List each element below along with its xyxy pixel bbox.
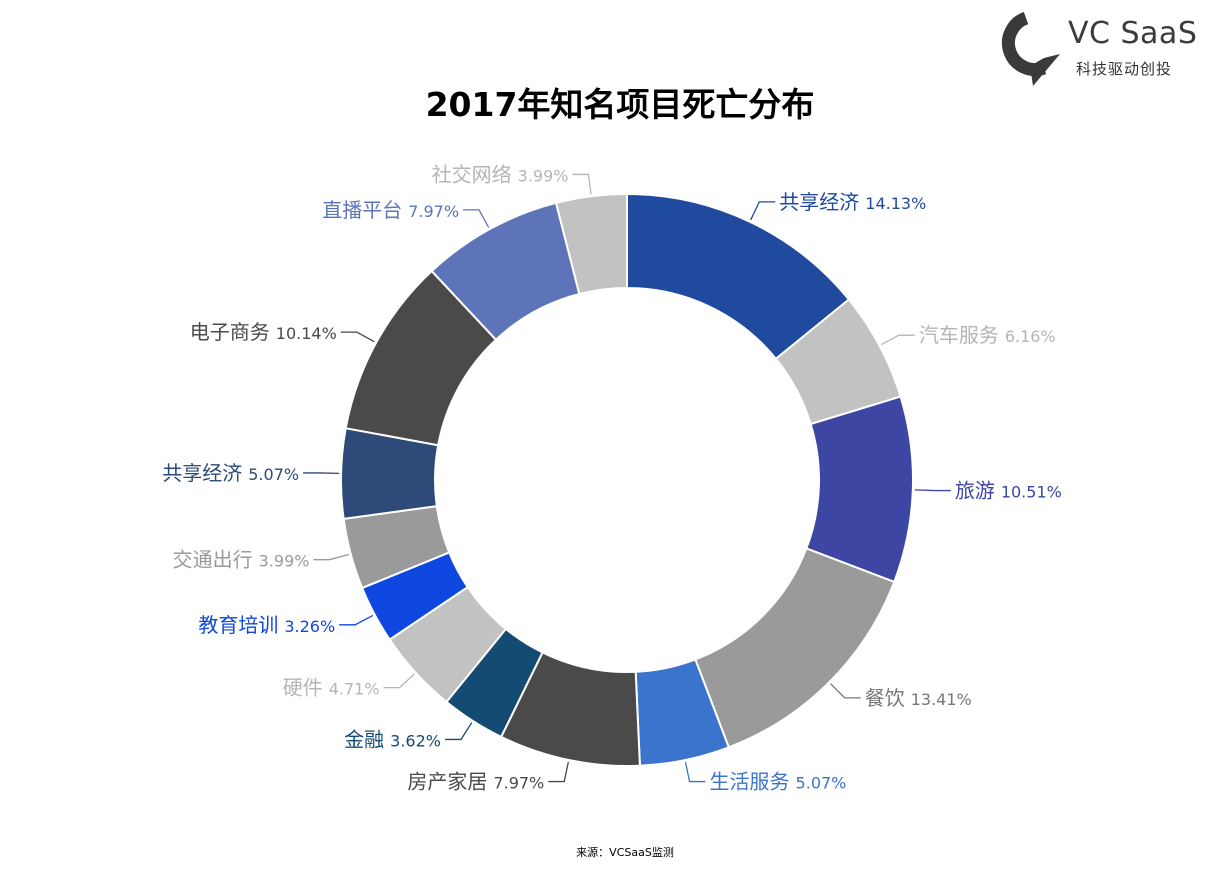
- slice-label-13: 社交网络 3.99%: [432, 162, 569, 186]
- leader-line-13: [572, 173, 592, 195]
- slice-label-value-6: 3.62%: [390, 731, 441, 750]
- slice-label-name-1: 汽车服务: [919, 323, 999, 347]
- slice-label-name-8: 教育培训: [198, 613, 278, 637]
- leader-line-2: [914, 489, 951, 492]
- slice-label-8: 教育培训 3.26%: [198, 613, 335, 637]
- donut-slice-13: [554, 192, 628, 296]
- slice-label-value-8: 3.26%: [284, 617, 335, 636]
- source-note: 来源：VCSaaS监测: [576, 846, 674, 859]
- leader-line-7: [383, 673, 415, 689]
- slice-label-name-9: 交通出行: [173, 548, 253, 572]
- slice-label-1: 汽车服务 6.16%: [919, 323, 1056, 347]
- slice-label-7: 硬件 4.71%: [283, 676, 380, 700]
- slice-label-12: 直播平台 7.97%: [322, 198, 459, 222]
- slice-label-name-6: 金融: [344, 727, 384, 751]
- slice-label-0: 共享经济 14.13%: [779, 190, 926, 214]
- leader-lines: [303, 173, 951, 783]
- slice-label-name-5: 房产家居: [407, 770, 487, 794]
- slice-label-value-2: 10.51%: [1001, 483, 1062, 502]
- slice-label-6: 金融 3.62%: [344, 727, 441, 751]
- leader-line-6: [444, 722, 473, 741]
- leader-line-11: [340, 331, 375, 343]
- slice-label-value-1: 6.16%: [1005, 327, 1056, 346]
- slice-label-4: 生活服务 5.07%: [710, 770, 847, 794]
- slice-label-name-12: 直播平台: [322, 198, 402, 222]
- slice-label-name-0: 共享经济: [779, 190, 859, 214]
- slice-label-value-5: 7.97%: [493, 774, 544, 793]
- slice-label-3: 餐饮 13.41%: [865, 686, 972, 710]
- slice-label-value-12: 7.97%: [408, 202, 459, 221]
- donut-slices: [339, 192, 914, 768]
- leader-line-4: [684, 761, 706, 783]
- leader-line-3: [830, 683, 861, 699]
- leader-line-1: [880, 334, 915, 346]
- leader-line-12: [463, 209, 490, 228]
- slice-label-value-10: 5.07%: [248, 465, 299, 484]
- slice-label-value-13: 3.99%: [518, 166, 569, 185]
- slice-label-value-0: 14.13%: [865, 194, 926, 213]
- leader-line-8: [339, 614, 374, 626]
- slice-label-name-13: 社交网络: [432, 162, 512, 186]
- slice-label-2: 旅游 10.51%: [955, 479, 1062, 503]
- slice-label-value-7: 4.71%: [329, 680, 380, 699]
- slice-label-11: 电子商务 10.14%: [190, 320, 337, 344]
- logo-tagline: 科技驱动创投: [1076, 60, 1173, 78]
- slice-label-name-10: 共享经济: [162, 461, 242, 485]
- slice-label-10: 共享经济 5.07%: [162, 461, 299, 485]
- slice-label-name-7: 硬件: [283, 676, 323, 700]
- leader-line-0: [750, 201, 776, 221]
- donut-slice-3: [694, 547, 896, 749]
- slice-labels: 共享经济 14.13% 汽车服务 6.16% 旅游 10.51% 餐饮 13.41% 生活服务 5…: [162, 162, 1062, 793]
- leader-line-9: [313, 553, 349, 561]
- slice-label-name-2: 旅游: [955, 479, 995, 503]
- slice-label-name-11: 电子商务: [190, 320, 270, 344]
- logo-mark-icon: [1001, 12, 1060, 86]
- slice-label-9: 交通出行 3.99%: [173, 548, 310, 572]
- slice-label-value-11: 10.14%: [276, 324, 337, 343]
- slice-label-name-4: 生活服务: [710, 770, 790, 794]
- vcsaas-logo: VC SaaS 科技驱动创投: [1000, 12, 1200, 92]
- slice-label-value-3: 13.41%: [911, 690, 972, 709]
- logo-mark-point: [1030, 54, 1060, 86]
- slice-label-name-3: 餐饮: [865, 686, 905, 710]
- logo-brand: VC SaaS: [1068, 16, 1198, 51]
- slice-label-value-9: 3.99%: [259, 552, 310, 571]
- slice-label-value-4: 5.07%: [796, 774, 847, 793]
- leader-line-5: [548, 761, 569, 783]
- slice-label-5: 房产家居 7.97%: [407, 770, 544, 794]
- chart-title: 2017年知名项目死亡分布: [425, 85, 815, 124]
